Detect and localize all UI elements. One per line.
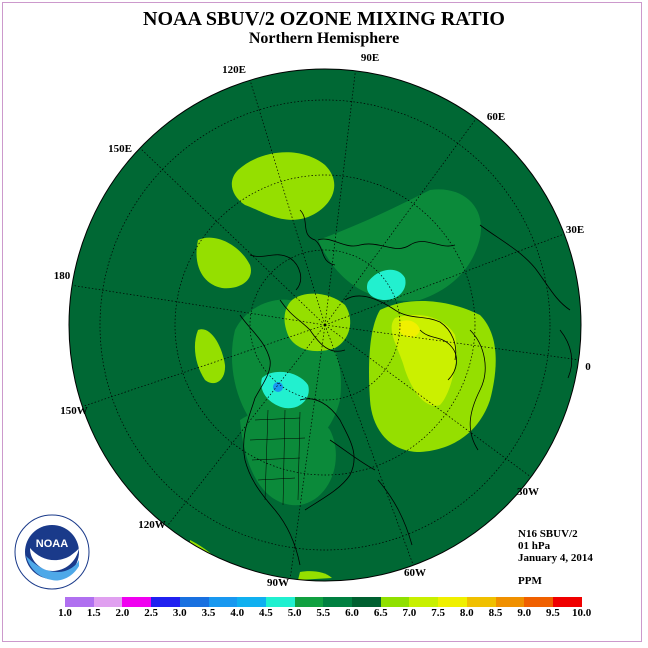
- colorbar-tick-label: 2.5: [144, 607, 158, 619]
- colorbar-swatch: [552, 597, 583, 607]
- lon-label-30e: 30E: [566, 224, 584, 236]
- colorbar-swatch: [122, 597, 152, 607]
- contour-7-0-europe: [391, 314, 457, 406]
- lon-label-60w: 60W: [404, 567, 426, 579]
- colorbar-swatch: [65, 597, 95, 607]
- colorbar-swatch: [265, 597, 296, 607]
- colorbar-swatch: [294, 597, 324, 607]
- map-title: NOAA SBUV/2 OZONE MIXING RATIO: [143, 8, 505, 30]
- image-frame: [2, 2, 642, 642]
- colorbar-swatch: [93, 597, 123, 607]
- coastlines: [164, 209, 573, 569]
- colorbar-swatch: [237, 597, 267, 607]
- colorbar-swatch: [208, 597, 238, 607]
- instrument-label: N16 SBUV/2: [518, 528, 578, 540]
- colorbar-tick-label: 4.0: [230, 607, 245, 619]
- lon-label-0: 0: [585, 361, 591, 373]
- colorbar-tick-label: 1.0: [58, 607, 72, 619]
- colorbar-swatch: [409, 597, 439, 607]
- colorbar-tick-label: 5.0: [287, 607, 302, 619]
- lon-label-60e: 60E: [487, 111, 505, 123]
- colorbar-tick-label: 5.5: [316, 607, 331, 619]
- pressure-level-label: 01 hPa: [518, 540, 551, 552]
- contour-6-0-east: [318, 189, 482, 301]
- colorbar-swatch: [151, 597, 181, 607]
- noaa-logo-text: NOAA: [36, 538, 68, 550]
- contour-5-0-canada: [261, 371, 309, 409]
- contour-7-5-europe: [398, 320, 420, 338]
- meridians: [69, 69, 581, 581]
- contour-6-5-pole: [284, 293, 351, 352]
- colorbar-tick-label: 4.5: [259, 607, 273, 619]
- lon-label-120w: 120W: [138, 519, 166, 531]
- us-state-borders: [249, 409, 306, 506]
- date-label: January 4, 2014: [518, 552, 593, 564]
- contour-5-0-ural: [366, 269, 406, 300]
- colorbar-tick-label: 3.0: [172, 607, 187, 619]
- colorbar-swatch: [524, 597, 554, 607]
- contour-6-5-pacific: [194, 329, 226, 384]
- lon-label-90e: 90E: [361, 52, 379, 64]
- contour-6-5-bottom: [298, 571, 332, 580]
- lon-label-150w: 150W: [60, 405, 88, 417]
- colorbar-tick-label: 2.0: [115, 607, 130, 619]
- contour-6-5-siberia: [231, 152, 335, 220]
- colorbar-swatch: [438, 597, 468, 607]
- colorbar-tick-label: 10.0: [571, 607, 592, 619]
- colorbar-swatch: [466, 597, 496, 607]
- colorbar-tick-label: 3.5: [201, 607, 216, 619]
- latitude-circles: [99, 99, 551, 551]
- lon-label-90w: 90W: [267, 577, 289, 589]
- lon-label-120e: 120E: [222, 64, 246, 76]
- noaa-logo: NOAA: [14, 514, 90, 590]
- colorbar-tick-label: 8.5: [488, 607, 503, 619]
- units-label: PPM: [518, 575, 542, 587]
- colorbar-swatch: [380, 597, 410, 607]
- map-border: [68, 68, 582, 582]
- colorbar-swatch: [323, 597, 353, 607]
- colorbar-tick-label: 1.5: [86, 607, 101, 619]
- colorbar-swatch: [352, 597, 382, 607]
- contour-6-5-alaska: [196, 237, 251, 289]
- colorbar-tick-label: 7.0: [402, 607, 417, 619]
- colorbar-swatch: [495, 597, 525, 607]
- contour-4-5-canada: [273, 382, 283, 392]
- colorbar-tick-label: 8.0: [459, 607, 474, 619]
- colorbar-swatch: [179, 597, 209, 607]
- colorbar-tick-label: 7.5: [431, 607, 445, 619]
- lon-label-30w: 30W: [517, 486, 539, 498]
- contour-6-0-south: [240, 407, 336, 506]
- colorbar-tick-label: 6.0: [345, 607, 359, 619]
- colorbar-tick-label: 9.5: [546, 607, 560, 619]
- colorbar-tick-label: 9.0: [517, 607, 532, 619]
- colorbar-tick-label: 6.5: [373, 607, 388, 619]
- lon-label-150e: 150E: [108, 143, 132, 155]
- map-subtitle: Northern Hemisphere: [248, 30, 400, 47]
- lon-label-180: 180: [54, 270, 71, 282]
